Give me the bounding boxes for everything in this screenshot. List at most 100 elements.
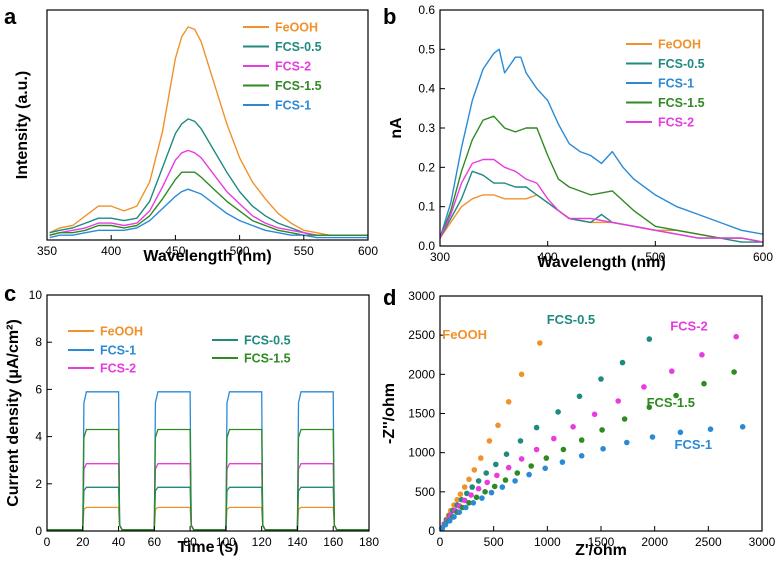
panel-c: 0 20 40 60 80 100 120 140 160 180 0 2 4 6 8 10 Time (s) C…	[5, 288, 379, 556]
y-tick-label: 2	[35, 477, 42, 491]
x-tick-label: 2500	[695, 535, 722, 549]
point-FCS-1	[739, 424, 746, 430]
point-FCS-2	[733, 333, 739, 340]
legend-entry: FCS-1.5	[244, 352, 291, 366]
y-tick-label: 0.5	[418, 42, 435, 56]
point-FCS-1	[488, 489, 495, 496]
point-FCS-1.5	[466, 500, 472, 506]
y-tick-label: 6	[35, 382, 42, 396]
point-FCS-1	[677, 429, 684, 436]
y-axis-label: Intensity (a.u.)	[14, 71, 31, 179]
y-tick-label: 10	[29, 288, 43, 302]
point-FCS-1.5	[701, 380, 707, 387]
series-line-FCS-2	[47, 463, 369, 531]
point-FCS-1	[559, 459, 566, 465]
y-tick-label: 2000	[408, 367, 435, 381]
point-FCS-2	[505, 464, 512, 471]
x-tick-label: 140	[287, 535, 307, 549]
series-line-FCS-1	[49, 188, 368, 239]
x-tick-label: 300	[430, 250, 450, 264]
point-FCS-2	[533, 446, 540, 453]
point-FCS-2	[461, 497, 468, 504]
panel-b-frame	[439, 9, 764, 247]
point-FCS-1	[442, 521, 449, 528]
series-line-FCS-0.5	[49, 118, 368, 236]
point-FeOOH	[537, 340, 543, 346]
x-axis-label: Time (s)	[177, 539, 238, 556]
panel-a: 350 400 450 500 550 600 Wavelength (nm) Intensi…	[14, 9, 378, 265]
series-line-FCS-1	[439, 48, 764, 239]
y-tick-label: 2500	[408, 328, 435, 342]
point-FCS-1.5	[646, 404, 653, 411]
point-FCS-1.5	[731, 369, 737, 375]
legend-entry: FCS-1.5	[658, 96, 705, 110]
legend-entry: FCS-1	[658, 77, 694, 91]
series-line-FCS-1.5	[439, 115, 764, 243]
y-tick-label: 0	[428, 524, 435, 538]
point-FCS-0.5	[483, 470, 490, 476]
point-FeOOH	[461, 484, 468, 490]
point-FeOOH	[457, 491, 464, 498]
point-FCS-1.5	[673, 392, 679, 399]
x-tick-label: 500	[645, 250, 665, 264]
y-tick-label: 0.4	[418, 82, 435, 96]
y-tick-label: 3000	[408, 289, 435, 303]
x-tick-label: 180	[359, 535, 379, 549]
y-tick-label: 1000	[408, 446, 435, 460]
point-FCS-1.5	[528, 463, 534, 469]
x-tick-label: 500	[230, 244, 250, 258]
series-annotation: FeOOH	[442, 327, 487, 342]
panel-label-c: c	[4, 281, 16, 306]
point-FCS-0.5	[469, 484, 476, 490]
point-FeOOH	[454, 496, 461, 503]
legend-entry: FCS-0.5	[244, 334, 291, 348]
x-tick-label: 2000	[641, 535, 668, 549]
y-tick-label: 0.3	[418, 121, 435, 135]
y-tick-label: 0	[35, 524, 42, 538]
point-FCS-2	[641, 384, 647, 390]
x-tick-label: 20	[76, 535, 90, 549]
legend-entry: FCS-0.5	[275, 40, 322, 54]
panel-label-b: b	[383, 4, 396, 29]
legend-entry: FCS-2	[100, 362, 136, 376]
x-tick-label: 500	[484, 535, 504, 549]
point-FCS-0.5	[464, 490, 470, 497]
point-FCS-2	[570, 424, 576, 430]
point-FCS-1	[600, 446, 606, 452]
point-FCS-1.5	[502, 477, 509, 483]
point-FCS-1.5	[491, 483, 498, 490]
point-FCS-1.5	[473, 494, 480, 501]
point-FCS-1.5	[621, 416, 628, 422]
x-tick-label: 1000	[534, 535, 561, 549]
y-tick-label: 8	[35, 335, 42, 349]
point-FCS-0.5	[493, 461, 499, 468]
point-FCS-1	[624, 439, 630, 446]
point-FCS-1	[649, 434, 656, 440]
x-tick-label: 0	[44, 535, 51, 549]
point-FCS-2	[551, 435, 557, 442]
point-FCS-1	[526, 471, 532, 478]
point-FeOOH	[505, 399, 512, 405]
y-axis-label: -Z''/ohm	[381, 383, 398, 444]
point-FeOOH	[478, 455, 484, 461]
legend-entry: FCS-1	[100, 344, 136, 358]
series-annotation: FCS-2	[670, 318, 708, 333]
series-line-FeOOH	[439, 194, 764, 243]
point-FeOOH	[466, 476, 472, 483]
y-tick-label: 0.1	[418, 200, 435, 214]
panel-a-frame	[46, 9, 369, 241]
y-tick-label: 4	[35, 430, 42, 444]
x-tick-label: 1500	[588, 535, 615, 549]
x-tick-label: 400	[101, 244, 121, 258]
series-line-FCS-2	[439, 158, 764, 243]
series-line-FCS-0.5	[47, 486, 369, 531]
point-FCS-2	[494, 472, 500, 479]
point-FCS-1	[463, 504, 469, 511]
x-tick-label: 40	[112, 535, 126, 549]
point-FCS-0.5	[646, 336, 653, 342]
legend-entry: FCS-1	[275, 99, 311, 113]
point-FCS-2	[518, 456, 525, 462]
point-FCS-1	[578, 453, 585, 459]
legend-entry: FeOOH	[100, 325, 143, 339]
x-axis-label: Wavelength (nm)	[143, 248, 271, 265]
